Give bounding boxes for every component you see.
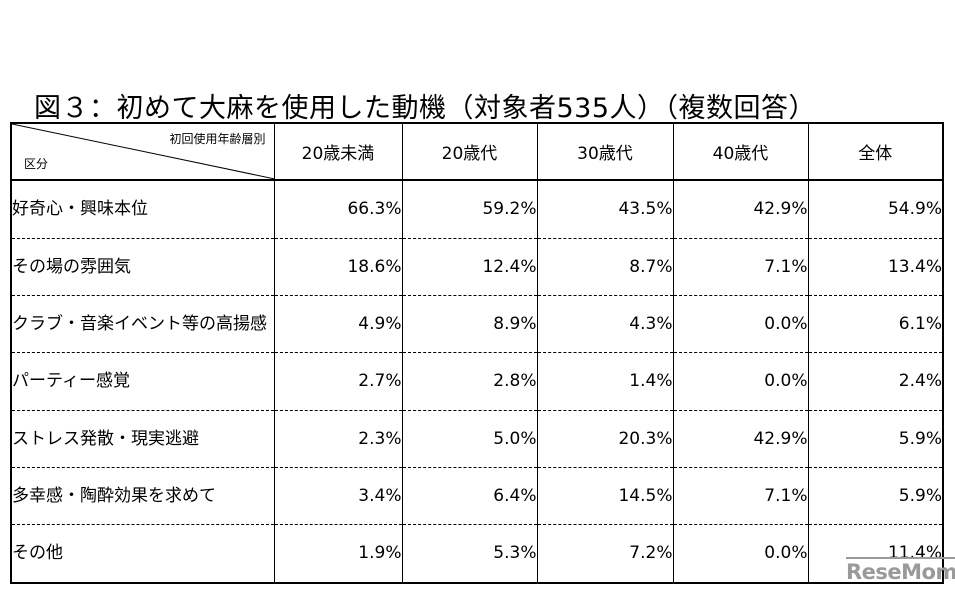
table-cell: 6.1% xyxy=(807,295,943,354)
table-cell: 1.9% xyxy=(273,524,402,583)
resemom-logo: ReseMom xyxy=(846,557,955,584)
table-cell: 12.4% xyxy=(401,238,537,297)
table-cell: 5.9% xyxy=(807,410,943,468)
table-cell: 5.9% xyxy=(807,467,943,525)
table-cell: 42.9% xyxy=(672,180,808,239)
table-cell: 8.9% xyxy=(401,295,537,354)
table-cell: 0.0% xyxy=(672,524,808,583)
table-cell: 3.4% xyxy=(273,467,402,525)
logo-text: ReseMom xyxy=(846,560,955,584)
table-cell: 5.0% xyxy=(401,410,537,468)
survey-table: 初回使用年齢層別 区分 20歳未満 20歳代 30歳代 40歳代 全体 好奇心・… xyxy=(10,122,944,584)
table-cell: 2.3% xyxy=(273,410,402,468)
corner-column-caption: 初回使用年齢層別 xyxy=(169,132,266,146)
table-cell: 42.9% xyxy=(672,410,808,468)
table-row: 好奇心・興味本位 66.3% 59.2% 43.5% 42.9% 54.9% xyxy=(11,180,943,239)
table-cell: 13.4% xyxy=(807,238,943,297)
table-cell: 8.7% xyxy=(536,238,673,297)
row-label: ストレス発散・現実逃避 xyxy=(11,410,274,468)
table-cell: 66.3% xyxy=(273,180,402,239)
table-cell: 1.4% xyxy=(536,352,673,411)
diagonal-divider xyxy=(12,124,275,179)
row-label: 多幸感・陶酔効果を求めて xyxy=(11,467,274,525)
table-cell: 2.4% xyxy=(807,352,943,411)
table-cell: 4.3% xyxy=(536,295,673,354)
header-row: 初回使用年齢層別 区分 20歳未満 20歳代 30歳代 40歳代 全体 xyxy=(11,123,943,181)
table-row: その他 1.9% 5.3% 7.2% 0.0% 11.4% xyxy=(11,524,943,583)
corner-header-cell: 初回使用年齢層別 区分 xyxy=(11,123,275,181)
table-cell: 20.3% xyxy=(536,410,673,468)
table-cell: 4.9% xyxy=(273,295,402,354)
table-cell: 7.1% xyxy=(672,238,808,297)
column-header: 全体 xyxy=(807,123,943,181)
table-cell: 7.2% xyxy=(536,524,673,583)
logo-bar xyxy=(846,557,955,559)
table-cell: 5.3% xyxy=(401,524,537,583)
table-cell: 2.7% xyxy=(273,352,402,411)
table-row: ストレス発散・現実逃避 2.3% 5.0% 20.3% 42.9% 5.9% xyxy=(11,410,943,468)
table-row: 多幸感・陶酔効果を求めて 3.4% 6.4% 14.5% 7.1% 5.9% xyxy=(11,467,943,525)
page-title: 図３：初めて大麻を使用した動機（対象者535人）（複数回答） xyxy=(34,93,817,124)
table-row: パーティー感覚 2.7% 2.8% 1.4% 0.0% 2.4% xyxy=(11,352,943,411)
table-cell: 7.1% xyxy=(672,467,808,525)
table-row: クラブ・音楽イベント等の高揚感 4.9% 8.9% 4.3% 0.0% 6.1% xyxy=(11,295,943,354)
column-header: 20歳代 xyxy=(401,123,537,181)
column-header: 30歳代 xyxy=(536,123,673,181)
table-cell: 2.8% xyxy=(401,352,537,411)
table-cell: 43.5% xyxy=(536,180,673,239)
column-header: 40歳代 xyxy=(672,123,808,181)
row-label: 好奇心・興味本位 xyxy=(11,180,274,239)
table-cell: 0.0% xyxy=(672,295,808,354)
table-cell: 54.9% xyxy=(807,180,943,239)
row-label: パーティー感覚 xyxy=(11,352,274,411)
table-cell: 0.0% xyxy=(672,352,808,411)
table-row: その場の雰囲気 18.6% 12.4% 8.7% 7.1% 13.4% xyxy=(11,238,943,297)
row-label: クラブ・音楽イベント等の高揚感 xyxy=(11,295,274,354)
table-cell: 59.2% xyxy=(401,180,537,239)
column-header: 20歳未満 xyxy=(273,123,402,181)
corner-row-caption: 区分 xyxy=(24,157,49,171)
table-cell: 6.4% xyxy=(401,467,537,525)
table-cell: 18.6% xyxy=(273,238,402,297)
row-label: その場の雰囲気 xyxy=(11,238,274,297)
row-label: その他 xyxy=(12,543,63,564)
table-cell: 14.5% xyxy=(536,467,673,525)
